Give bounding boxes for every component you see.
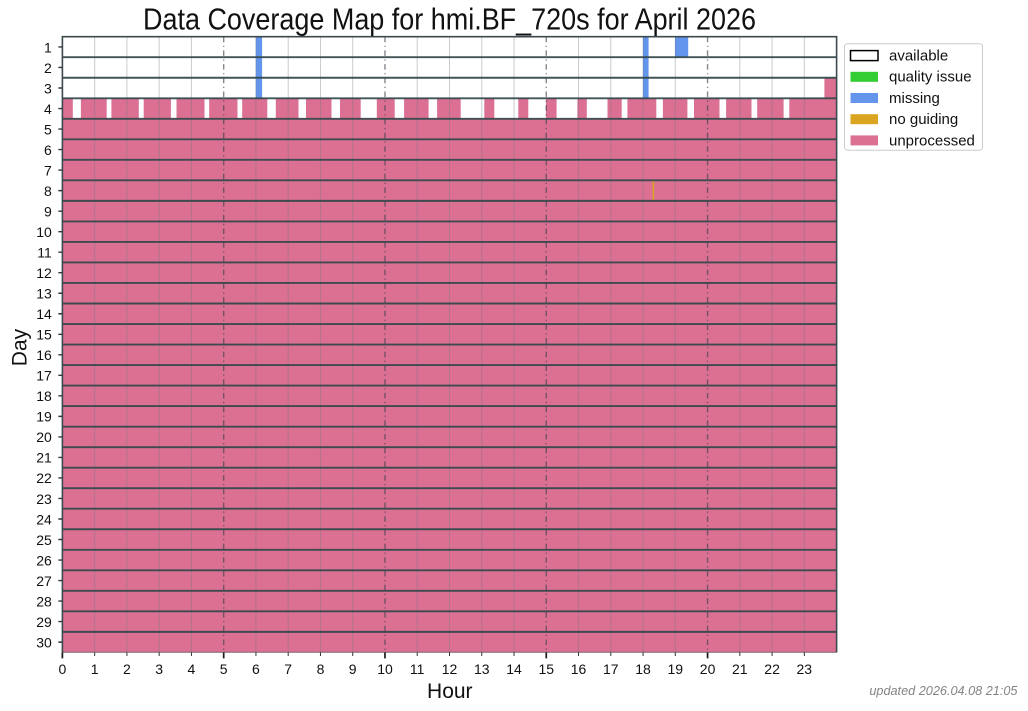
svg-text:Data Coverage Map for hmi.BF_7: Data Coverage Map for hmi.BF_720s for Ap… (143, 4, 756, 37)
svg-text:25: 25 (36, 532, 52, 548)
svg-text:15: 15 (36, 327, 52, 343)
svg-text:3: 3 (155, 661, 163, 677)
svg-text:updated 2026.04.08 21:05: updated 2026.04.08 21:05 (869, 684, 1018, 698)
svg-text:14: 14 (36, 306, 52, 322)
svg-text:0: 0 (59, 661, 67, 677)
svg-text:13: 13 (36, 286, 52, 302)
svg-text:20: 20 (700, 661, 716, 677)
svg-text:4: 4 (188, 661, 196, 677)
svg-text:28: 28 (36, 593, 52, 609)
svg-text:20: 20 (36, 429, 52, 445)
svg-text:30: 30 (36, 634, 52, 650)
svg-text:18: 18 (36, 388, 52, 404)
svg-text:19: 19 (668, 661, 684, 677)
svg-text:7: 7 (284, 661, 292, 677)
svg-text:10: 10 (36, 224, 52, 240)
svg-text:9: 9 (44, 203, 52, 219)
svg-text:12: 12 (442, 661, 458, 677)
svg-text:21: 21 (732, 661, 748, 677)
svg-text:15: 15 (539, 661, 555, 677)
svg-text:13: 13 (474, 661, 490, 677)
svg-text:17: 17 (603, 661, 619, 677)
svg-text:21: 21 (36, 450, 52, 466)
svg-text:27: 27 (36, 573, 52, 589)
svg-text:16: 16 (36, 347, 52, 363)
svg-text:24: 24 (36, 511, 52, 527)
svg-text:available: available (889, 48, 948, 65)
svg-text:5: 5 (44, 121, 52, 137)
svg-text:2: 2 (123, 661, 131, 677)
svg-text:9: 9 (349, 661, 357, 677)
svg-text:4: 4 (44, 101, 52, 117)
svg-text:23: 23 (797, 661, 813, 677)
svg-text:22: 22 (36, 470, 52, 486)
svg-text:23: 23 (36, 491, 52, 507)
svg-text:6: 6 (44, 142, 52, 158)
svg-text:26: 26 (36, 552, 52, 568)
svg-text:17: 17 (36, 368, 52, 384)
svg-text:5: 5 (220, 661, 228, 677)
svg-text:Hour: Hour (427, 680, 473, 703)
svg-text:1: 1 (44, 39, 52, 55)
svg-text:11: 11 (37, 244, 52, 260)
svg-text:18: 18 (635, 661, 651, 677)
svg-text:no guiding: no guiding (889, 111, 958, 128)
svg-text:16: 16 (571, 661, 587, 677)
svg-text:19: 19 (36, 409, 52, 425)
svg-text:8: 8 (44, 183, 52, 199)
svg-text:3: 3 (44, 80, 52, 96)
svg-text:2: 2 (44, 60, 52, 76)
svg-text:12: 12 (36, 265, 52, 281)
svg-text:14: 14 (506, 661, 522, 677)
svg-text:10: 10 (377, 661, 393, 677)
svg-text:7: 7 (44, 162, 52, 178)
svg-text:29: 29 (36, 614, 52, 630)
svg-text:unprocessed: unprocessed (889, 132, 975, 149)
svg-text:quality issue: quality issue (889, 69, 972, 86)
svg-text:22: 22 (764, 661, 780, 677)
svg-text:8: 8 (317, 661, 325, 677)
svg-text:6: 6 (252, 661, 260, 677)
svg-text:Day: Day (9, 328, 32, 366)
svg-text:missing: missing (889, 90, 940, 107)
svg-text:11: 11 (410, 661, 425, 677)
svg-text:1: 1 (91, 661, 99, 677)
